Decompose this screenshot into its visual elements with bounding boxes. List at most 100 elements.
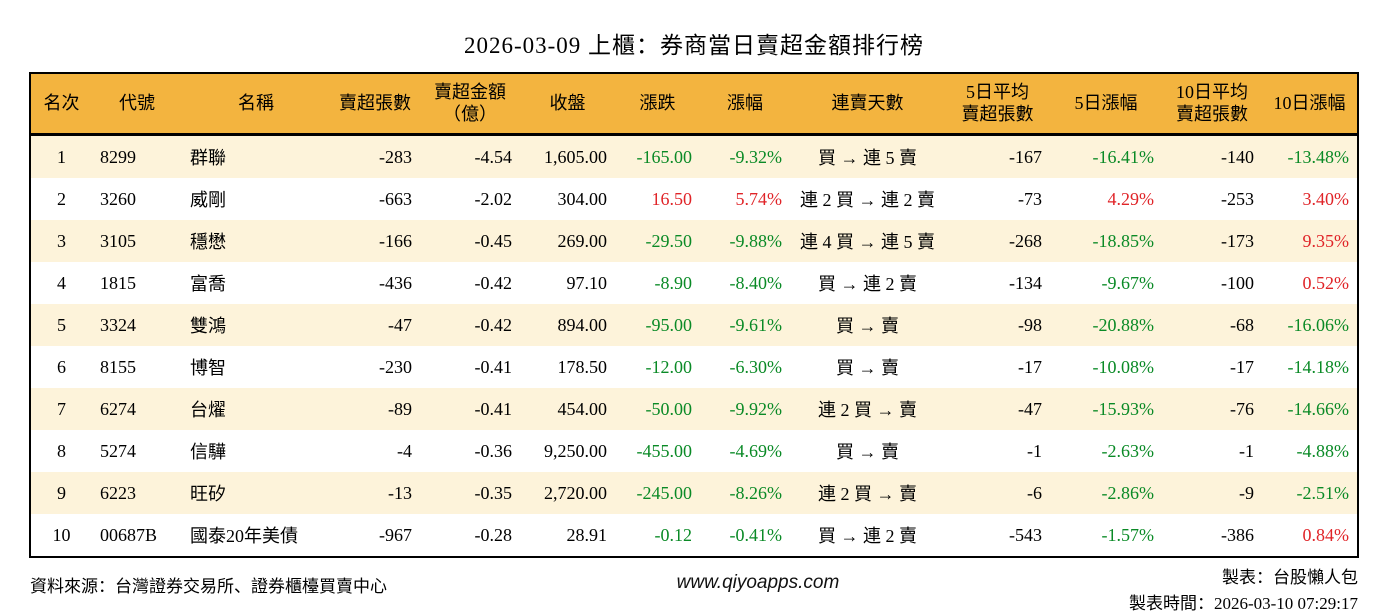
cell-avg5-sell-qty: -6 — [1027, 482, 1042, 503]
cell-streak: 買 → 賣 — [836, 358, 899, 378]
cell-change-pct: -8.26% — [729, 482, 783, 503]
cell-change: -29.50 — [645, 230, 693, 251]
cell-pct-10d: -2.51% — [1296, 482, 1350, 503]
cell-sell-qty: -436 — [379, 272, 412, 293]
table-row: 6 8155 博智 -230 -0.41 178.50 -12.00 -6.30% 買 → 賣 -… — [30, 346, 1358, 388]
col-header-rank: 名次 — [30, 73, 92, 136]
cell-pct-5d: -16.41% — [1092, 146, 1155, 167]
cell-rank: 8 — [57, 440, 66, 461]
cell-code: 1815 — [100, 272, 136, 293]
cell-change: -95.00 — [645, 314, 693, 335]
cell-pct-5d: -9.67% — [1101, 272, 1155, 293]
cell-avg10-sell-qty: -140 — [1221, 146, 1254, 167]
col-header-change: 漲跌 — [615, 73, 700, 136]
cell-change-pct: -9.32% — [729, 146, 783, 167]
cell-close: 9,250.00 — [544, 440, 607, 461]
cell-avg5-sell-qty: -543 — [1009, 524, 1042, 545]
cell-close: 28.91 — [566, 524, 608, 545]
table-row: 2 3260 威剛 -663 -2.02 304.00 16.50 5.74% 連 2 買 → … — [30, 178, 1358, 220]
cell-avg5-sell-qty: -167 — [1009, 146, 1042, 167]
cell-code: 00687B — [100, 524, 158, 545]
maker-label: 製表：台股懶人包 — [1222, 568, 1358, 587]
col-header-streak: 連賣天數 — [790, 73, 945, 136]
cell-avg10-sell-qty: -9 — [1239, 482, 1254, 503]
cell-pct-5d: -15.93% — [1092, 398, 1155, 419]
cell-avg10-sell-qty: -76 — [1230, 398, 1254, 419]
made-at-timestamp: 製表時間：2026-03-10 07:29:17 — [1128, 594, 1358, 612]
cell-avg5-sell-qty: -98 — [1018, 314, 1042, 335]
cell-sell-amt: -0.41 — [474, 356, 513, 377]
cell-streak: 買 → 連 5 賣 — [818, 148, 917, 168]
footer: 資料來源：台灣證券交易所、證券櫃檯買賣中心 www.qiyoapps.com 製… — [30, 565, 1358, 612]
cell-code: 3260 — [100, 188, 136, 209]
cell-sell-qty: -230 — [379, 356, 412, 377]
ranking-table: 名次 代號 名稱 賣超張數 賣超金額 （億） 收盤 漲跌 漲幅 連賣天數 5日平均 賣超張數 5日漲… — [29, 72, 1359, 558]
cell-rank: 3 — [57, 230, 66, 251]
cell-avg5-sell-qty: -268 — [1009, 230, 1042, 251]
cell-change: -8.90 — [654, 272, 693, 293]
cell-sell-amt: -4.54 — [474, 146, 513, 167]
cell-change-pct: -4.69% — [729, 440, 783, 461]
cell-sell-amt: -0.41 — [474, 398, 513, 419]
cell-close: 454.00 — [557, 398, 608, 419]
table-row: 1 8299 群聯 -283 -4.54 1,605.00 -165.00 -9.32% 買 →… — [30, 134, 1358, 178]
col-header-change-pct: 漲幅 — [700, 73, 790, 136]
cell-streak: 買 → 連 2 賣 — [818, 526, 917, 546]
cell-sell-qty: -166 — [379, 230, 412, 251]
cell-pct-10d: -14.66% — [1287, 398, 1350, 419]
table-row: 3 3105 穩懋 -166 -0.45 269.00 -29.50 -9.88% 連 4 買 … — [30, 220, 1358, 262]
cell-rank: 5 — [57, 314, 66, 335]
cell-sell-amt: -0.35 — [474, 482, 513, 503]
cell-pct-5d: -2.63% — [1101, 440, 1155, 461]
table-row: 8 5274 信驊 -4 -0.36 9,250.00 -455.00 -4.69% 買 → 賣… — [30, 430, 1358, 472]
cell-avg5-sell-qty: -47 — [1018, 398, 1042, 419]
cell-rank: 10 — [52, 524, 71, 545]
col-header-avg5-sell-qty: 5日平均 賣超張數 — [945, 73, 1050, 136]
cell-avg5-sell-qty: -1 — [1027, 440, 1042, 461]
cell-close: 269.00 — [557, 230, 608, 251]
table-row: 4 1815 富喬 -436 -0.42 97.10 -8.90 -8.40% 買 → 連 2 … — [30, 262, 1358, 304]
cell-avg5-sell-qty: -73 — [1018, 188, 1042, 209]
cell-sell-amt: -2.02 — [474, 188, 513, 209]
cell-streak: 買 → 賣 — [836, 316, 899, 336]
cell-avg5-sell-qty: -17 — [1018, 356, 1042, 377]
cell-name: 富喬 — [190, 274, 226, 294]
col-header-close: 收盤 — [520, 73, 615, 136]
cell-sell-amt: -0.45 — [474, 230, 513, 251]
cell-pct-10d: 3.40% — [1302, 188, 1350, 209]
cell-name: 台燿 — [190, 400, 226, 420]
cell-code: 8155 — [100, 356, 136, 377]
header-row: 名次 代號 名稱 賣超張數 賣超金額 （億） 收盤 漲跌 漲幅 連賣天數 5日平均 賣超張數 5日漲… — [30, 73, 1358, 136]
cell-rank: 4 — [57, 272, 66, 293]
cell-pct-10d: -4.88% — [1296, 440, 1350, 461]
cell-sell-qty: -89 — [388, 398, 412, 419]
cell-change: -245.00 — [636, 482, 693, 503]
cell-pct-5d: 4.29% — [1107, 188, 1155, 209]
cell-change: -455.00 — [636, 440, 693, 461]
cell-code: 8299 — [100, 146, 136, 167]
cell-code: 6223 — [100, 482, 136, 503]
cell-pct-5d: -10.08% — [1092, 356, 1155, 377]
cell-name: 博智 — [190, 358, 226, 378]
cell-sell-amt: -0.42 — [474, 314, 513, 335]
cell-avg10-sell-qty: -386 — [1221, 524, 1254, 545]
cell-name: 國泰20年美債 — [190, 526, 298, 546]
data-source-note: 資料來源：台灣證券交易所、證券櫃檯買賣中心 — [30, 577, 387, 596]
cell-sell-qty: -663 — [379, 188, 412, 209]
cell-rank: 7 — [57, 398, 66, 419]
cell-pct-5d: -20.88% — [1092, 314, 1155, 335]
cell-close: 1,605.00 — [544, 146, 607, 167]
cell-rank: 1 — [57, 146, 66, 167]
cell-pct-10d: -14.18% — [1287, 356, 1350, 377]
cell-code: 3324 — [100, 314, 136, 335]
cell-close: 97.10 — [566, 272, 608, 293]
table-header: 名次 代號 名稱 賣超張數 賣超金額 （億） 收盤 漲跌 漲幅 連賣天數 5日平均 賣超張數 5日漲… — [30, 73, 1358, 136]
cell-streak: 買 → 連 2 賣 — [818, 274, 917, 294]
cell-close: 178.50 — [557, 356, 608, 377]
col-header-avg10-sell-qty: 10日平均 賣超張數 — [1162, 73, 1262, 136]
website-url: www.qiyoapps.com — [676, 572, 840, 593]
table-body: 1 8299 群聯 -283 -4.54 1,605.00 -165.00 -9.32% 買 →… — [30, 134, 1358, 557]
cell-name: 信驊 — [190, 442, 226, 462]
cell-streak: 連 2 買 → 賣 — [818, 484, 917, 504]
col-header-sell-amt: 賣超金額 （億） — [420, 73, 520, 136]
